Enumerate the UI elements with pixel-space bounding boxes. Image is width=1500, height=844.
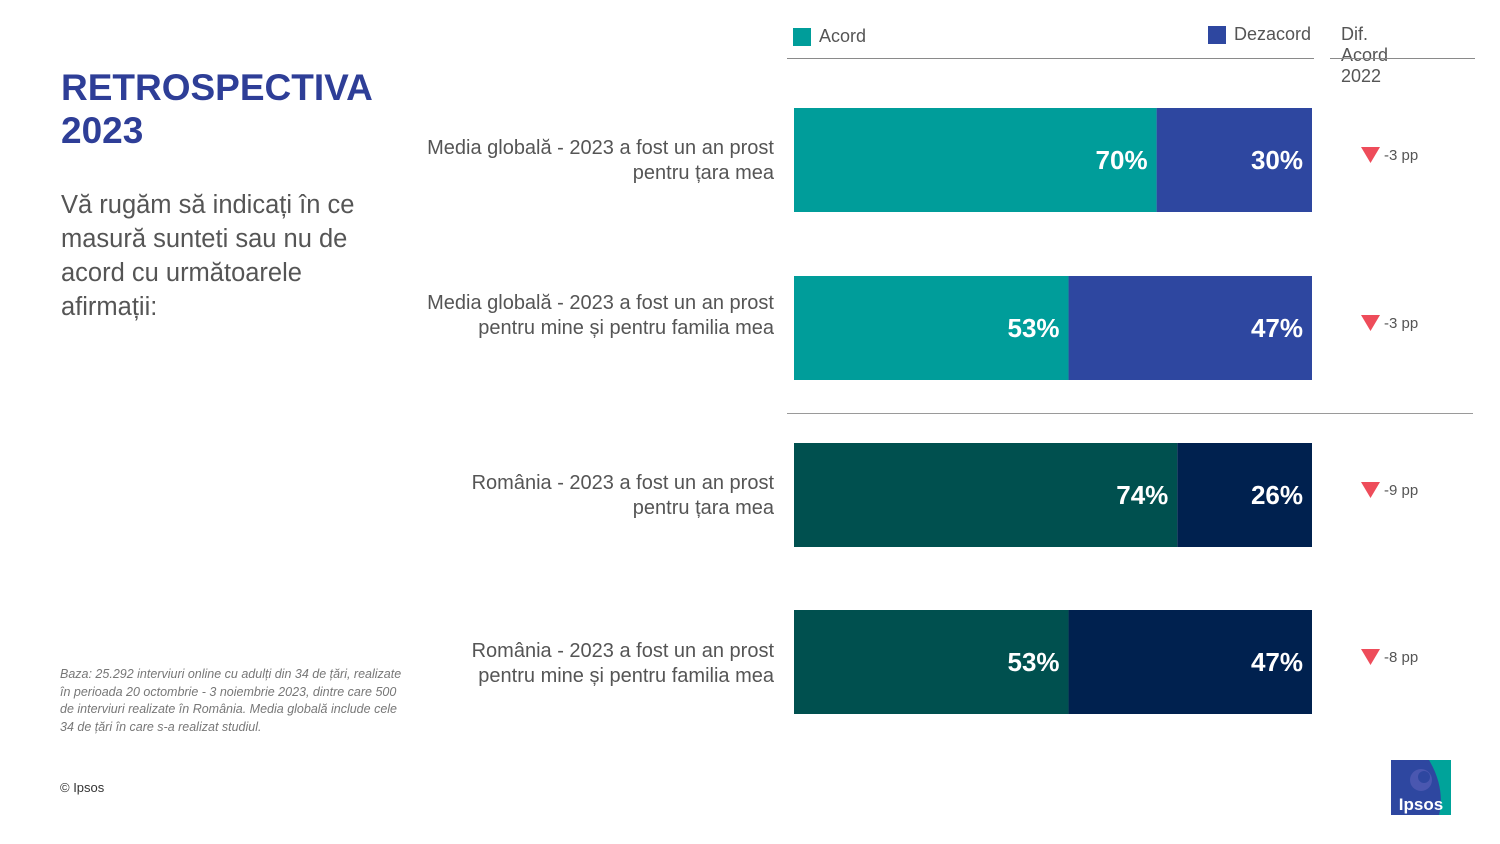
- diff-label-1: -3 pp: [1384, 147, 1418, 164]
- base-note: Baza: 25.292 interviuri online cu adulți…: [60, 667, 402, 734]
- row-label-2: Media globală - 2023 a fost un an prost …: [427, 292, 774, 339]
- diff-label-3: -9 pp: [1384, 482, 1418, 499]
- legend-label-acord: Acord: [819, 26, 867, 46]
- down-arrow-icon: [1361, 315, 1380, 331]
- page-title: RETROSPECTIVA 2023: [61, 66, 401, 152]
- svg-text:Ipsos: Ipsos: [1399, 795, 1443, 814]
- bar-label-dezacord-3: 26%: [1251, 480, 1303, 510]
- ipsos-logo: Ipsos: [1391, 760, 1451, 815]
- legend-swatch-dezacord: [1208, 25, 1226, 44]
- bar-acord-3: [794, 443, 1178, 547]
- legend-diff-header: Dif. Acord 2022: [1341, 24, 1389, 86]
- row-label-3: România - 2023 a fost un an prost pentru…: [471, 472, 774, 519]
- row-label-1: Media globală - 2023 a fost un an prost …: [427, 137, 774, 184]
- diff-label-4: -8 pp: [1384, 649, 1418, 666]
- legend-swatch-acord: [793, 27, 811, 46]
- legend-divider-right: [1330, 58, 1475, 59]
- row-label-4: România - 2023 a fost un an prost pentru…: [471, 640, 774, 687]
- legend-label-dezacord: Dezacord: [1234, 24, 1312, 44]
- down-arrow-icon: [1361, 147, 1380, 163]
- down-arrow-icon: [1361, 649, 1380, 665]
- bar-dezacord-1: [1156, 108, 1312, 212]
- bar-label-dezacord-2: 47%: [1251, 313, 1303, 343]
- bar-label-acord-4: 53%: [1007, 647, 1059, 677]
- copyright: © Ipsos: [60, 780, 105, 795]
- bar-label-dezacord-1: 30%: [1251, 145, 1303, 175]
- bar-dezacord-2: [1068, 276, 1312, 380]
- bar-acord-2: [794, 276, 1069, 380]
- title-line-1: RETROSPECTIVA: [61, 67, 373, 108]
- section-divider: [787, 413, 1473, 414]
- legend-item-dezacord: Dezacord: [1208, 24, 1311, 45]
- bar-dezacord-4: [1068, 610, 1312, 714]
- down-arrow-icon: [1361, 482, 1380, 498]
- bar-acord-4: [794, 610, 1069, 714]
- title-line-2: 2023: [61, 110, 144, 151]
- legend-item-acord: Acord: [793, 26, 866, 47]
- bar-label-dezacord-4: 47%: [1251, 647, 1303, 677]
- question-text: Vă rugăm să indicați în ce masură suntet…: [61, 191, 355, 321]
- bar-dezacord-3: [1177, 443, 1312, 547]
- bar-acord-1: [794, 108, 1157, 212]
- legend-divider-left: [787, 58, 1314, 59]
- diff-label-2: -3 pp: [1384, 315, 1418, 332]
- bar-label-acord-3: 74%: [1116, 480, 1168, 510]
- bar-label-acord-2: 53%: [1007, 313, 1059, 343]
- bar-label-acord-1: 70%: [1096, 145, 1148, 175]
